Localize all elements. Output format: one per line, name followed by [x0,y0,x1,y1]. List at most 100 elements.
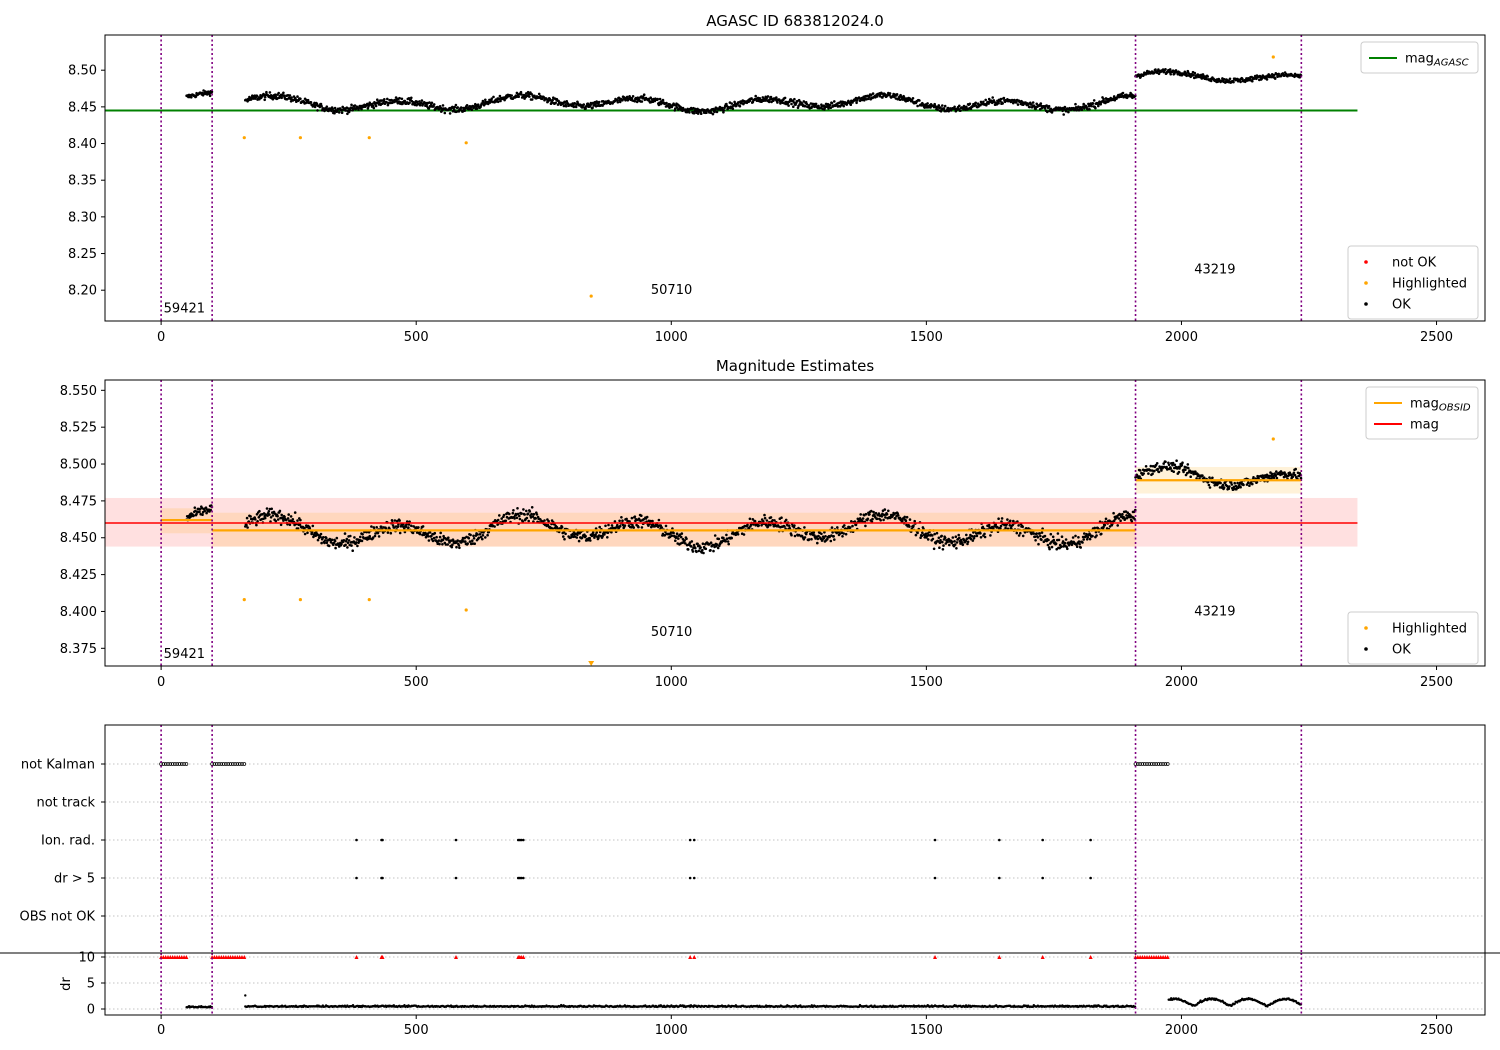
data-point-ok [1211,476,1214,480]
flag-point [161,762,166,766]
data-point-ok [582,103,586,106]
data-point-ok [192,514,195,517]
flag-point [1089,838,1092,842]
data-point-ok [775,96,778,99]
data-point-ok [353,536,356,539]
data-point-ok [1153,469,1156,473]
data-point-ok [577,539,581,543]
data-point-ok [606,531,610,534]
legend-label: Highlighted [1392,277,1467,292]
data-point-ok [625,517,628,521]
data-point-ok [1162,462,1165,465]
data-point-ok [320,541,323,545]
data-point-ok [1032,532,1036,535]
data-point-ok [357,108,360,111]
data-point-ok [832,535,835,538]
data-point-ok [603,533,606,536]
flag-point [1161,762,1165,766]
data-point-ok [984,98,987,102]
legend-label: OK [1392,643,1411,658]
data-point-ok [1227,487,1231,491]
data-point-ok [830,526,834,529]
data-point-ok [803,526,806,529]
data-point-ok [1241,77,1244,81]
y-tick-label: 8.425 [60,568,97,583]
data-point-ok [997,102,1000,105]
data-point-ok [584,534,587,538]
data-point-ok [923,106,926,109]
data-point-ok [974,101,977,105]
data-point-ok [916,531,919,535]
data-point-ok [535,513,539,516]
data-point-ok [1090,104,1093,108]
data-point-ok [530,98,534,101]
data-point-ok [1239,485,1242,489]
data-point-ok [288,94,292,97]
data-point-ok [346,541,350,545]
axes-frame [104,724,1486,954]
y-tick-label: 8.450 [60,531,97,546]
data-point-ok [968,102,972,106]
data-point-ok [874,511,878,515]
data-point-ok [1184,72,1188,75]
data-point-ok [526,512,530,515]
data-point-ok [574,105,578,109]
data-point-ok [884,516,887,519]
data-point-ok [325,105,329,108]
data-point-ok [1177,470,1181,474]
data-point-ok [811,102,815,106]
data-point-ok [766,95,770,98]
data-point-ok [994,523,997,526]
data-point-ok [1077,540,1081,543]
data-point-highlighted [588,661,595,666]
data-point-highlighted [367,598,371,602]
data-point-ok [270,507,274,511]
data-point-ok [1172,470,1175,474]
data-point-ok [511,511,515,515]
data-point-ok [323,539,327,542]
data-point-ok [575,536,579,539]
data-point-ok [875,95,879,98]
data-point-ok [447,536,450,539]
data-point-ok [633,100,637,103]
data-point-ok [1149,464,1153,468]
flag-point [381,876,384,880]
data-point-ok [467,536,471,540]
data-point-ok [476,533,479,536]
data-point-ok [1102,97,1105,101]
data-point-ok [456,106,460,109]
data-point-ok [1064,109,1068,113]
data-point-ok [675,535,678,538]
data-point-ok [531,515,535,518]
data-point-ok [1066,547,1069,551]
data-point-ok [943,536,947,540]
data-point-ok [696,112,700,115]
data-point-ok [657,518,661,522]
data-point-ok [367,530,371,534]
data-point-ok [941,540,944,544]
data-point-ok [523,513,526,516]
flag-point [355,838,358,842]
data-point-ok [484,98,487,102]
data-point-ok [751,100,755,104]
data-point-ok [841,535,844,538]
data-point-ok [1228,485,1231,488]
data-point-ok [992,527,995,530]
data-point-ok [554,101,557,105]
data-point-ok [931,537,935,541]
data-point-ok [290,96,293,99]
data-point-ok [345,537,349,541]
data-point-ok [1099,103,1102,106]
data-point-ok [958,536,961,540]
data-point-ok [1209,79,1213,83]
data-point-ok [418,532,422,536]
flag-point [522,876,525,880]
data-point-ok [431,539,435,543]
data-point-ok [987,97,991,101]
data-point-ok [822,536,826,540]
data-point-ok [1047,538,1050,542]
flag-point [173,762,177,766]
data-point-ok [1081,535,1085,539]
